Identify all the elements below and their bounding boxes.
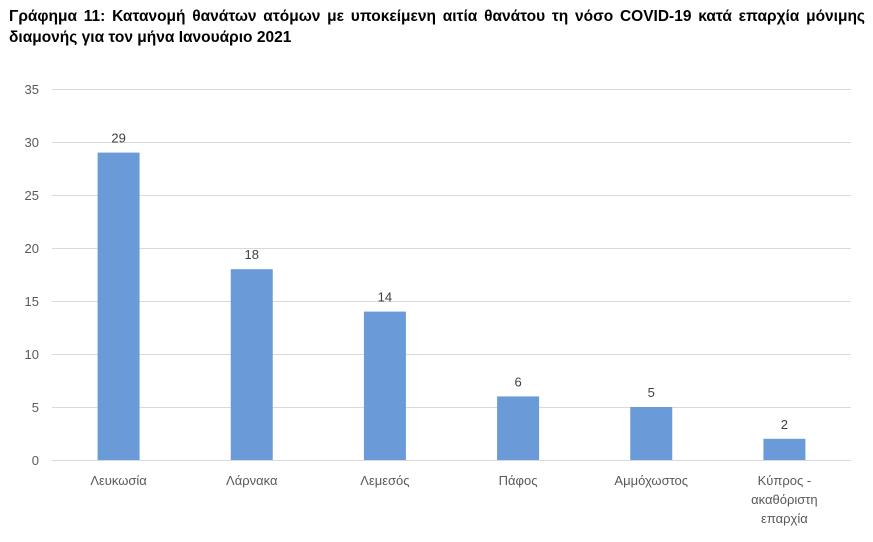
data-label: 5 [648,385,655,400]
category-label: Λάρνακα [226,473,278,488]
category-label: Αμμόχωστος [614,473,688,488]
category-labels: Λευκωσία Λάρνακα Λεμεσός Πάφος Αμμόχωστος Κύπ… [90,473,817,526]
data-label: 6 [514,374,521,389]
y-tick-label: 20 [25,241,39,256]
bar-1 [97,152,140,460]
y-tick-label: 10 [25,347,39,362]
category-label: Λευκωσία [90,473,147,488]
bar-4 [497,396,540,460]
bar-5 [630,407,673,460]
bar-2 [230,269,273,460]
chart-title: Γράφημα 11: Κατανομή θανάτων ατόμων με υ… [9,8,865,46]
y-tick-label: 25 [25,188,39,203]
y-tick-label: 30 [25,135,39,150]
category-label: Λεμεσός [360,473,409,488]
bar-3 [363,311,406,460]
category-label: Πάφος [499,473,538,488]
y-tick-label: 0 [32,453,39,468]
data-label: 2 [781,417,788,432]
y-axis-tick-labels: 0 5 10 15 20 25 30 35 [25,82,39,468]
data-labels: 29 18 14 6 5 2 [111,131,788,432]
y-tick-label: 15 [25,294,39,309]
category-label: Κύπρος -ακαθόριστη επαρχία [751,473,818,526]
y-tick-label: 35 [25,82,39,97]
gridlines [52,89,851,461]
data-label: 18 [245,247,259,262]
data-label: 14 [378,290,392,305]
data-label: 29 [111,131,125,146]
bars [97,152,806,460]
y-tick-label: 5 [32,400,39,415]
bar-6 [763,438,806,460]
